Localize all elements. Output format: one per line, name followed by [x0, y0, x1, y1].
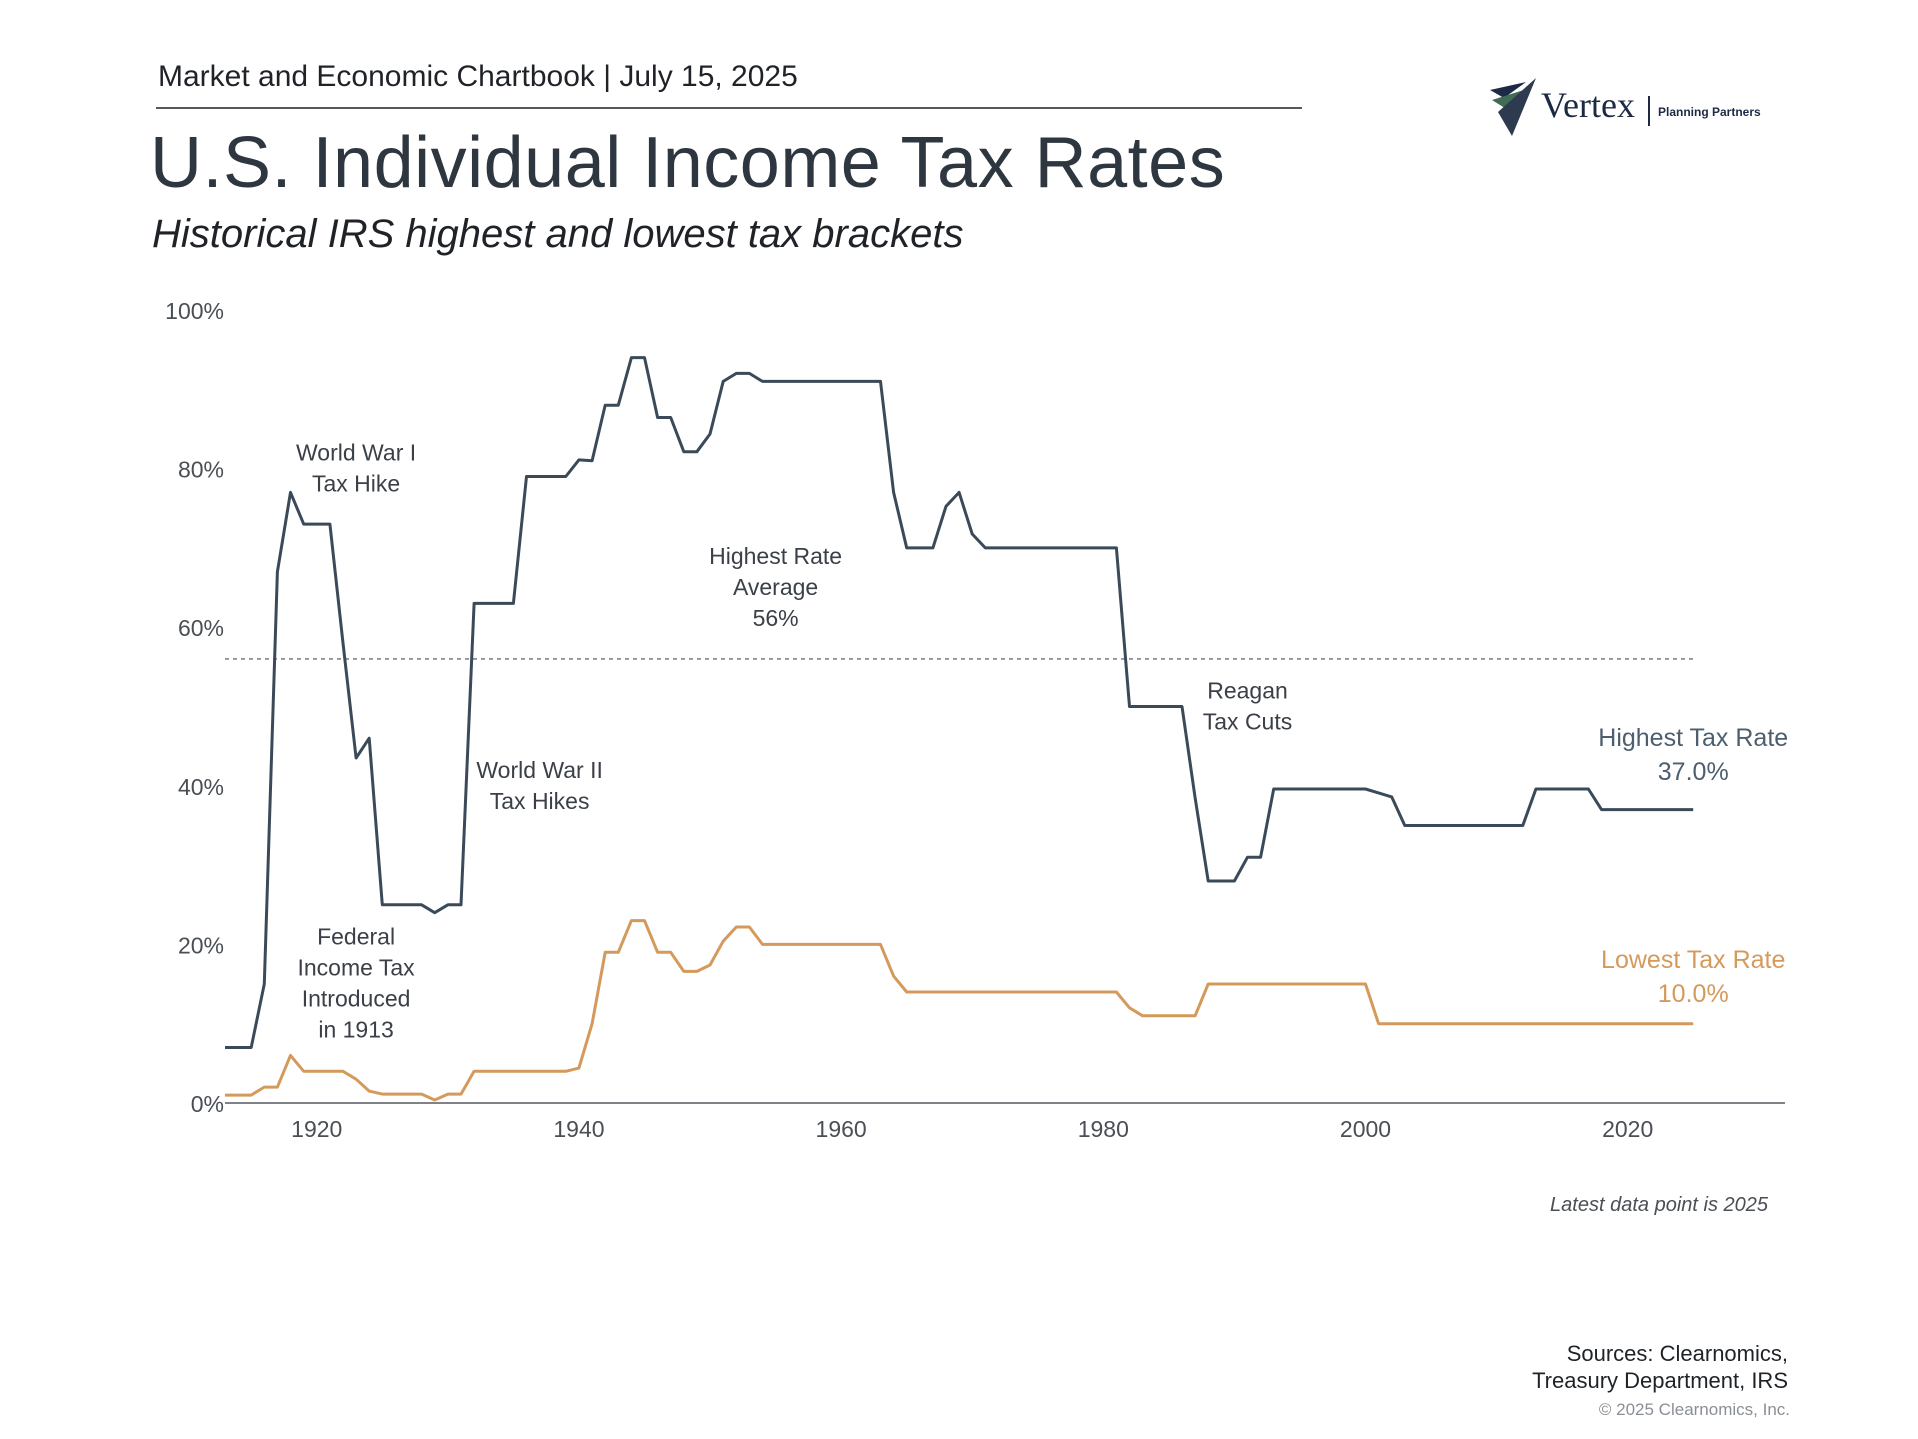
chart-annotation: Reagan Tax Cuts: [1203, 678, 1292, 735]
series-end-label: Lowest Tax Rate 10.0%: [1601, 946, 1785, 1008]
sources-line-2: Treasury Department, IRS: [1532, 1368, 1788, 1393]
chart-annotation: Highest Rate Average 56%: [709, 543, 842, 631]
y-tick-label: 80%: [178, 457, 224, 483]
logo-divider: [1648, 96, 1650, 126]
sources-line-1: Sources: Clearnomics,: [1566, 1341, 1788, 1366]
page-title: U.S. Individual Income Tax Rates: [150, 123, 1226, 203]
chart-annotation: World War II Tax Hikes: [476, 757, 603, 814]
y-tick-label: 60%: [178, 615, 224, 641]
logo-tagline: Planning Partners: [1658, 105, 1761, 119]
y-tick-label: 40%: [178, 774, 224, 800]
series-lines: [225, 356, 1694, 1102]
x-tick-label: 1940: [553, 1116, 604, 1142]
x-tick-label: 2000: [1340, 1116, 1391, 1142]
x-tick-label: 1960: [816, 1116, 867, 1142]
y-axis-ticks: 0% 20% 40% 60% 80% 100%: [165, 298, 224, 1117]
highest-rate-line: [225, 356, 1694, 1049]
latest-data-note: Latest data point is 2025: [1550, 1194, 1768, 1216]
vertex-chevron-icon: [1490, 78, 1536, 136]
series-end-label: Highest Tax Rate 37.0%: [1598, 724, 1788, 786]
header-rule: [156, 107, 1302, 109]
y-tick-label: 100%: [165, 298, 224, 324]
chart-annotations: World War I Tax Hike Federal Income Tax Intr…: [296, 440, 1788, 1043]
x-axis-ticks: 1920 1940 1960 1980 2000 2020: [291, 1116, 1653, 1142]
lowest-rate-line: [225, 919, 1694, 1102]
x-tick-label: 1920: [291, 1116, 342, 1142]
vertex-logo: Vertex Planning Partners: [1486, 74, 1786, 144]
y-tick-label: 0%: [191, 1091, 224, 1117]
logo-wordmark: Vertex: [1541, 85, 1635, 125]
sources-text: Sources: Clearnomics, Treasury Departmen…: [1400, 1340, 1788, 1394]
page-subtitle: Historical IRS highest and lowest tax br…: [152, 212, 964, 256]
chart-annotation: Federal Income Tax Introduced in 1913: [297, 923, 415, 1042]
chart-annotation: World War I Tax Hike: [296, 440, 416, 497]
x-tick-label: 2020: [1602, 1116, 1653, 1142]
chartbook-header: Market and Economic Chartbook | July 15,…: [158, 60, 798, 93]
copyright: © 2025 Clearnomics, Inc.: [1598, 1400, 1790, 1419]
y-tick-label: 20%: [178, 932, 224, 958]
x-tick-label: 1980: [1078, 1116, 1129, 1142]
